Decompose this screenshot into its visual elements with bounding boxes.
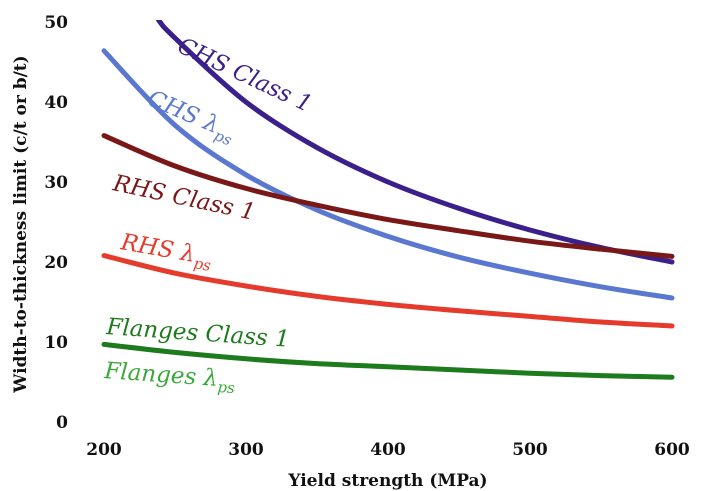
plot-area (101, 20, 675, 380)
x-tick-label: 400 (370, 440, 406, 460)
y-tick-label: 10 (44, 333, 68, 353)
y-tick-label: 40 (44, 93, 68, 113)
x-axis-title: Yield strength (MPa) (287, 471, 487, 491)
label-sub: ps (192, 254, 212, 275)
x-tick-label: 500 (512, 440, 548, 460)
series-label-rhs-lambda: RHS λps (117, 229, 214, 275)
y-tick-label: 50 (44, 13, 68, 33)
series-line-3 (101, 253, 675, 329)
series-label-rhs-class1: RHS Class 1 (110, 170, 258, 226)
x-axis: 200 300 400 500 600 (86, 440, 690, 460)
label-main: Flanges λ (103, 358, 219, 392)
series-line-0 (155, 20, 675, 265)
series-line-4 (101, 341, 675, 380)
x-tick-label: 600 (654, 440, 690, 460)
label-main: RHS Class 1 (110, 170, 258, 226)
label-sub: ps (217, 378, 236, 397)
y-tick-label: 0 (56, 413, 68, 433)
y-axis: 0 10 20 30 40 50 (44, 13, 68, 433)
label-sub: ps (211, 126, 234, 149)
y-axis-title: Width-to-thickness limit (c/t or b/t) (11, 55, 31, 393)
series-line-1 (101, 48, 675, 301)
x-tick-label: 300 (228, 440, 264, 460)
series-label-flanges-lambda: Flanges λps (102, 358, 236, 397)
y-tick-label: 30 (44, 173, 68, 193)
y-tick-label: 20 (44, 253, 68, 273)
x-tick-label: 200 (86, 440, 122, 460)
series-line-2 (101, 133, 675, 259)
